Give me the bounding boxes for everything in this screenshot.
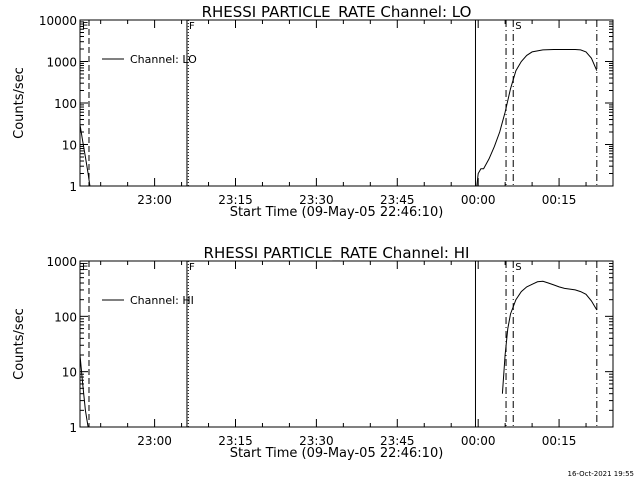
series-line	[476, 49, 598, 187]
event-marker-label: S	[515, 21, 521, 32]
plot-frame	[79, 19, 614, 187]
x-axis-label: Start Time (09-May-05 22:46:10)	[230, 446, 444, 461]
x-tick-label: 23:30	[299, 193, 334, 207]
footer-timestamp: 16-Oct-2021 19:55	[567, 470, 634, 478]
lo-channel-panel: RHESSI PARTICLE_RATE Channel: LO 1 10 100 10…	[12, 3, 614, 220]
y-tick-label: 1000	[46, 56, 77, 70]
legend-label: Channel: LO	[130, 53, 197, 66]
series-line	[79, 124, 91, 187]
y-axis-label: Counts/sec	[12, 67, 27, 139]
y-tick-label: 1	[69, 180, 77, 194]
x-tick-label: 00:00	[461, 193, 496, 207]
series-line	[79, 354, 89, 428]
x-tick-label: 23:45	[380, 434, 415, 448]
y-tick-label: 10	[62, 366, 77, 380]
y-tick-label: 1	[69, 421, 77, 435]
x-tick-label: 00:15	[542, 434, 577, 448]
plot-frame	[79, 260, 614, 428]
legend-label: Channel: HI	[130, 294, 194, 307]
x-tick-label: 00:00	[461, 434, 496, 448]
y-tick-label: 100	[54, 97, 77, 111]
y-tick-label: 100	[54, 310, 77, 324]
event-marker-label: S	[515, 262, 521, 273]
x-tick-label: 23:00	[137, 193, 172, 207]
x-tick-label: 23:00	[137, 434, 172, 448]
y-tick-label: 10	[62, 139, 77, 153]
chart-title: RHESSI PARTICLE_RATE Channel: LO	[202, 3, 472, 22]
series-line	[501, 280, 598, 394]
x-tick-label: 23:15	[218, 434, 253, 448]
event-marker-label: E	[82, 21, 88, 32]
event-marker-label: E	[82, 262, 88, 273]
x-axis-label: Start Time (09-May-05 22:46:10)	[230, 205, 444, 220]
y-axis-label: Counts/sec	[12, 308, 27, 380]
x-tick-label: 23:30	[299, 434, 334, 448]
chart-title: RHESSI PARTICLE_RATE Channel: HI	[204, 244, 470, 263]
hi-channel-panel: RHESSI PARTICLE_RATE Channel: HI 1 10 100 10…	[12, 244, 614, 461]
x-tick-label: 00:15	[542, 193, 577, 207]
x-tick-label: 23:45	[380, 193, 415, 207]
event-marker-label: F	[189, 262, 195, 273]
y-tick-label: 10000	[39, 14, 77, 28]
y-tick-label: 1000	[46, 255, 77, 269]
x-tick-label: 23:15	[218, 193, 253, 207]
event-marker-label: F	[189, 21, 195, 32]
